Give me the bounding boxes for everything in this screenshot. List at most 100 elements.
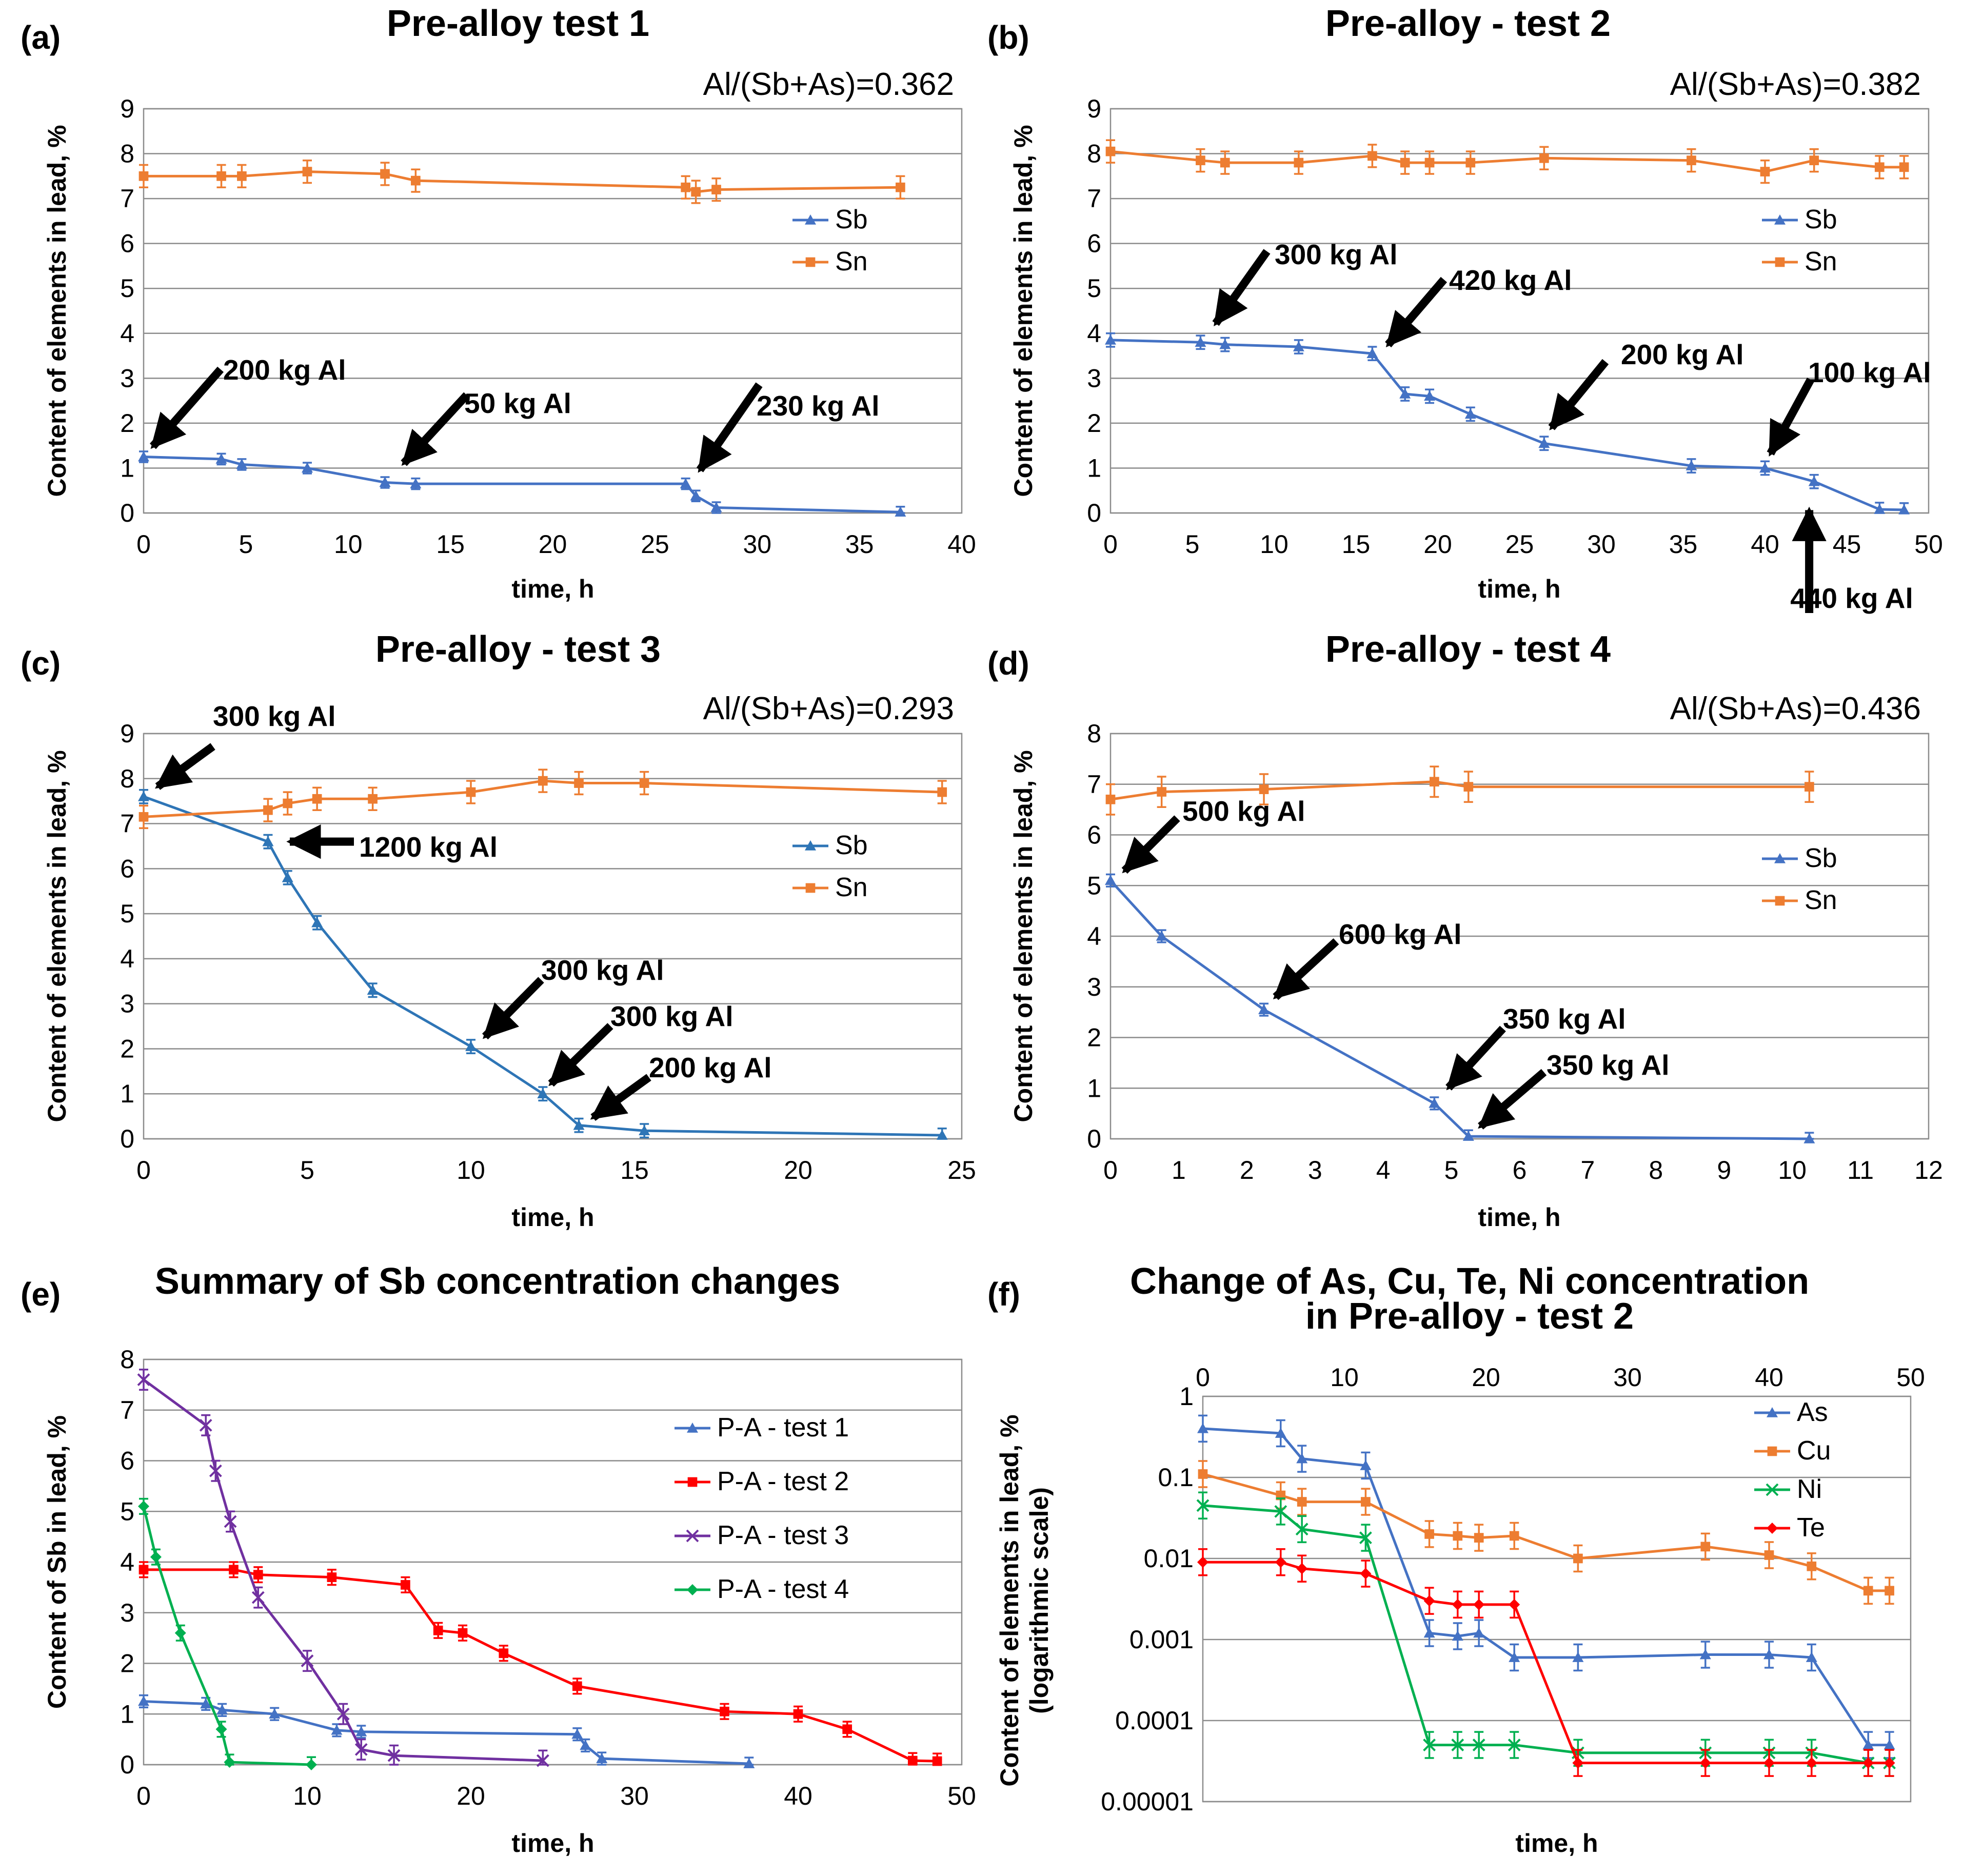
x-tick-label: 30 [620,1782,649,1810]
annotation-label: 300 kg Al [1275,239,1397,270]
legend-label: Te [1797,1513,1825,1543]
data-point [573,1119,585,1130]
y-tick-label: 5 [1087,871,1101,900]
data-point [1699,1649,1711,1660]
data-point [1763,1757,1775,1769]
x-tick-label: 20 [1423,530,1452,559]
x-axis-label-f: time, h [1515,1829,1598,1858]
data-point [150,1551,162,1563]
legend-label: Sn [835,247,868,277]
data-point [571,1728,583,1739]
data-point [215,453,227,464]
data-point [1275,1428,1286,1438]
x-tick-label: 0 [136,530,151,559]
data-point [1808,476,1820,486]
legend-marker [805,257,816,267]
x-tick-label: 40 [947,530,976,559]
annotation-al-addition: 1200 kg Al [286,824,498,863]
legend-entry: Sn [1762,247,1837,277]
y-axis-label-e: Content of Sb in lead, % [43,1415,71,1709]
annotation-label: 1200 kg Al [359,831,498,863]
legend-label: P-A - test 1 [717,1413,849,1443]
data-point [199,1418,212,1432]
annotation-arrow [1273,938,1339,1000]
y-axis-label-a: Content of elements in lead, % [43,125,71,497]
legend-marker [1775,896,1785,906]
data-point [1157,787,1167,797]
annotation-label: 230 kg Al [757,390,879,422]
data-point [1293,341,1304,351]
legend-marker [805,214,816,225]
x-axis-label-e: time, h [511,1829,594,1858]
annotation-label: 200 kg Al [1621,339,1743,370]
data-point [138,791,149,801]
data-point [1105,146,1116,156]
data-point [138,171,149,181]
legend-marker [805,883,816,893]
plot-area-b [1109,108,1930,514]
data-point [1874,503,1886,514]
legend-marker [1767,1446,1777,1456]
y-tick-label: 7 [120,1396,134,1425]
data-point [1196,1499,1209,1512]
y-tick-label: 2 [120,409,134,438]
chart-title-c: Pre-alloy - test 3 [375,629,661,670]
data-point [301,1654,314,1667]
y-tick-label: 2 [120,1649,134,1678]
series-line [1109,879,1810,1140]
x-axis-label-b: time, h [1478,575,1560,603]
data-point [1465,157,1476,168]
legend-marker [687,1477,698,1487]
legend-entry: P-A - test 2 [675,1467,849,1496]
y-tick-label: 8 [1087,140,1101,168]
legend-marker [1767,1523,1778,1534]
y-tick-label: 9 [1087,94,1101,123]
legend-label: P-A - test 4 [717,1574,849,1604]
data-point [690,490,702,501]
data-point [216,171,226,181]
data-point [1883,1757,1895,1769]
legend-label: Sn [1805,247,1837,277]
legend-marker [805,840,816,851]
x-tick-label: 0 [1103,530,1118,559]
x-tick-label: 11 [1847,1156,1874,1184]
data-point [1156,931,1167,941]
x-tick-label: 30 [1613,1363,1642,1392]
data-point [1294,157,1304,168]
annotation-arrow [401,392,470,466]
data-point [262,836,274,846]
data-point [1509,1652,1520,1662]
data-point [458,1628,468,1638]
x-tick-label: 20 [784,1156,812,1184]
x-tick-label: 3 [1308,1156,1322,1184]
data-point [1430,777,1439,787]
y-tick-label: 3 [120,1598,134,1627]
y-tick-label: 2 [1087,1023,1101,1052]
legend-label: P-A - test 3 [717,1520,849,1550]
data-point [1509,1531,1519,1541]
x-tick-label: 15 [1342,530,1371,559]
data-point [1572,1757,1584,1769]
y-tick-label: 4 [1087,922,1101,951]
data-point [1573,1553,1583,1564]
data-point [401,1580,410,1590]
panel-label-e: (e) [21,1276,61,1313]
data-point [1197,1423,1208,1433]
ratio-label-d: Al/(Sb+As)=0.436 [1670,691,1921,726]
data-point [229,1565,239,1575]
data-point [305,1759,317,1770]
data-point [368,794,378,804]
data-point [1803,1133,1815,1143]
data-point [380,169,390,179]
legend-entry: Sb [1762,205,1837,234]
legend-entry: Sn [792,873,868,902]
x-tick-label: 5 [239,530,253,559]
data-point [937,787,947,797]
series-f-te [1197,1548,1895,1777]
data-point [538,776,548,786]
legend-label: Sb [1805,843,1837,873]
data-point [336,1707,350,1721]
x-tick-label: 40 [1755,1363,1783,1392]
